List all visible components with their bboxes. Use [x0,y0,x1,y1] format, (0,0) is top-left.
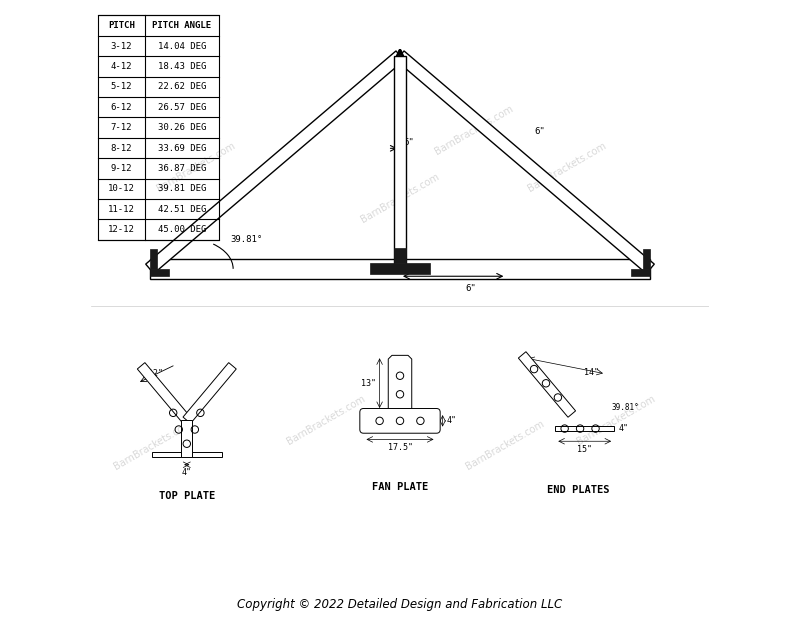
Text: 12": 12" [148,369,163,378]
Polygon shape [183,363,236,423]
Text: 39.81°: 39.81° [612,404,640,412]
Text: 45.00 DEG: 45.00 DEG [158,225,206,234]
Text: BarnBrackets.com: BarnBrackets.com [575,394,658,447]
Text: PITCH: PITCH [108,21,135,30]
Text: BarnBrackets.com: BarnBrackets.com [359,171,441,224]
Text: 6-12: 6-12 [111,103,132,112]
Text: 12-12: 12-12 [108,225,135,234]
Text: 17.5": 17.5" [387,443,413,452]
Text: BarnBrackets.com: BarnBrackets.com [112,418,194,472]
Text: FAN PLATE: FAN PLATE [372,482,428,492]
Text: 22.62 DEG: 22.62 DEG [158,82,206,91]
Text: 6": 6" [466,284,477,294]
Bar [192,452,222,457]
Polygon shape [150,249,158,269]
Polygon shape [642,249,650,269]
Text: 39.81°: 39.81° [230,235,262,244]
Text: BarnBrackets.com: BarnBrackets.com [433,103,515,156]
Bar [151,452,182,457]
Text: 36.87 DEG: 36.87 DEG [158,164,206,173]
Text: 39.81 DEG: 39.81 DEG [158,184,206,193]
Text: 14": 14" [584,368,599,376]
Text: 6": 6" [403,138,414,147]
Polygon shape [150,269,170,276]
Text: 26.57 DEG: 26.57 DEG [158,103,206,112]
Text: END PLATES: END PLATES [546,485,610,495]
Text: BarnBrackets.com: BarnBrackets.com [285,394,367,447]
Polygon shape [146,51,404,274]
Bar [370,263,430,274]
Text: 4": 4" [182,468,192,478]
Text: 7-12: 7-12 [111,123,132,132]
Text: PITCH ANGLE: PITCH ANGLE [152,21,211,30]
Text: 14.04 DEG: 14.04 DEG [158,41,206,51]
FancyBboxPatch shape [360,408,440,433]
Text: 30.26 DEG: 30.26 DEG [158,123,206,132]
Text: 9-12: 9-12 [111,164,132,173]
Text: 3-12: 3-12 [111,41,132,51]
Text: 4": 4" [446,417,456,425]
Text: BarnBrackets.com: BarnBrackets.com [464,418,546,472]
Bar [182,420,192,457]
Text: 6": 6" [534,127,546,136]
Bar [98,15,219,240]
Text: 33.69 DEG: 33.69 DEG [158,143,206,153]
Bar [394,56,406,269]
Polygon shape [630,269,650,276]
Text: 10-12: 10-12 [108,184,135,193]
Text: 42.51 DEG: 42.51 DEG [158,205,206,214]
Text: 13": 13" [361,379,376,387]
Polygon shape [138,363,190,423]
Text: 8-12: 8-12 [111,143,132,153]
Text: 5-12: 5-12 [111,82,132,91]
Text: BarnBrackets.com: BarnBrackets.com [155,140,237,193]
Text: Copyright © 2022 Detailed Design and Fabrication LLC: Copyright © 2022 Detailed Design and Fab… [238,598,562,611]
Text: 4-12: 4-12 [111,62,132,71]
Bar [394,248,406,263]
Text: 4": 4" [619,424,629,433]
Text: TOP PLATE: TOP PLATE [158,491,215,501]
Polygon shape [388,355,412,411]
Text: 11-12: 11-12 [108,205,135,214]
Polygon shape [518,352,575,417]
Text: 18.43 DEG: 18.43 DEG [158,62,206,71]
Text: BarnBrackets.com: BarnBrackets.com [526,140,608,193]
Bar [150,259,650,279]
Text: 15": 15" [578,445,592,454]
Polygon shape [396,51,654,274]
Bar [555,426,614,431]
